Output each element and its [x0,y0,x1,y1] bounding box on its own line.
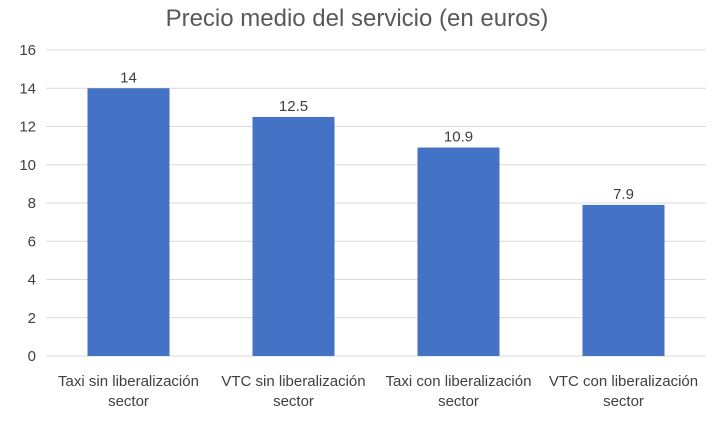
y-tick-label: 12 [19,119,36,136]
y-tick-label: 2 [28,310,36,327]
x-category-label: sector [108,393,149,410]
bar [87,88,170,356]
y-tick-label: 6 [28,233,36,250]
data-labels: 14 12.5 10.9 7.9 [120,69,634,203]
y-tick-label: 10 [19,157,36,174]
x-category-label: sector [438,393,479,410]
data-label: 12.5 [279,98,308,115]
bar [252,116,335,356]
y-axis-ticks: 0 2 4 6 8 10 12 14 16 [19,42,36,365]
x-category-label: sector [603,393,644,410]
x-category-label: Taxi sin liberalización [58,373,199,390]
x-category-label: sector [273,393,314,410]
x-axis-categories: Taxi sin liberalización sector VTC sin lib… [58,373,698,410]
y-tick-label: 4 [28,272,36,289]
data-label: 10.9 [444,129,473,146]
bar [417,147,500,356]
bar [582,204,665,356]
y-tick-label: 16 [19,42,36,59]
y-tick-label: 0 [28,348,36,365]
x-category-label: Taxi con liberalización [386,373,532,390]
data-label: 7.9 [613,186,634,203]
data-label: 14 [120,69,137,86]
x-category-label: VTC sin liberalización [221,373,365,390]
x-category-label: VTC con liberalización [549,373,698,390]
chart-title: Precio medio del servicio (en euros) [166,5,549,32]
y-tick-label: 14 [19,80,36,97]
bars [87,88,665,356]
y-tick-label: 8 [28,195,36,212]
